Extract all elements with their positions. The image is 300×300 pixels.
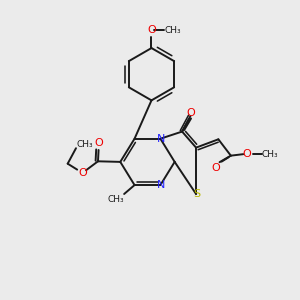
Text: O: O <box>147 25 156 35</box>
Text: CH₃: CH₃ <box>107 195 124 204</box>
Text: CH₃: CH₃ <box>165 26 181 35</box>
Text: N: N <box>157 134 165 144</box>
Text: O: O <box>211 163 220 173</box>
Text: O: O <box>242 149 251 159</box>
Text: N: N <box>157 180 165 190</box>
Text: S: S <box>193 189 200 199</box>
Text: CH₃: CH₃ <box>76 140 93 149</box>
Text: CH₃: CH₃ <box>261 150 278 159</box>
Text: O: O <box>187 108 195 118</box>
Text: O: O <box>78 168 87 178</box>
Text: O: O <box>94 139 103 148</box>
